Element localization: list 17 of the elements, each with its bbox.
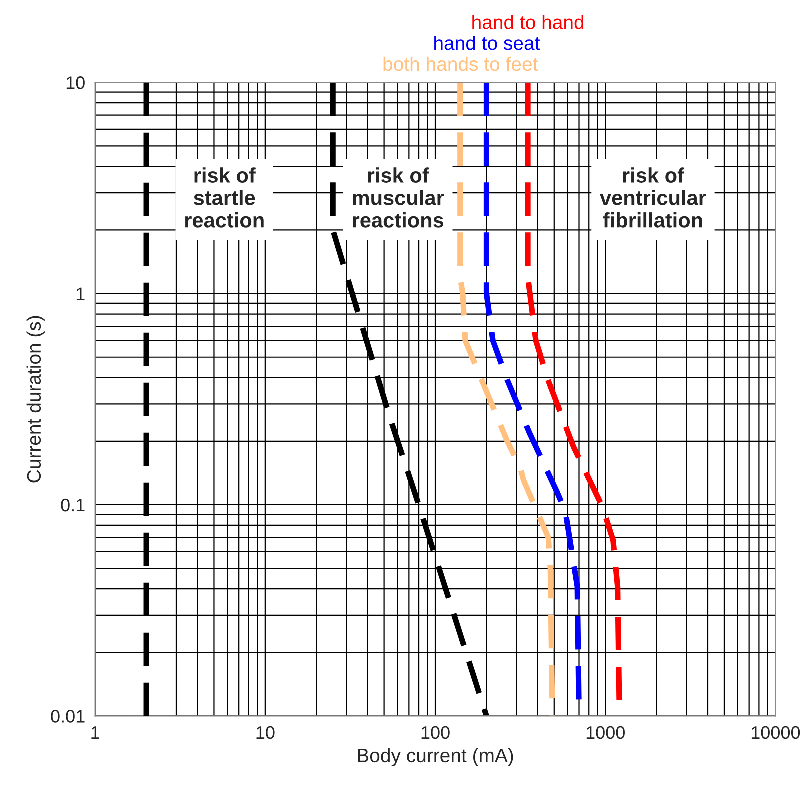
series-label: both hands to feet [384,56,538,72]
y-tick-label: 0.01 [51,710,85,723]
annotation: risk of muscular reactions [353,168,444,228]
x-tick-label: 1000 [586,726,625,740]
x-tick-label: 100 [422,726,450,740]
y-axis-title: Current duration (s) [26,316,45,483]
y-tick-label: 1 [76,288,85,300]
text: hand to hand [472,15,584,30]
x-tick-label: 10000 [752,726,800,740]
x-tick-label: 1 [92,726,100,739]
y-tick-label: 10 [66,76,85,90]
annotation: risk of startle reaction [185,168,264,228]
annotation: risk of ventricular fibrillation [600,168,706,228]
x-axis-title: Body current (mA) [358,748,514,766]
x-tick-label: 10 [256,726,275,740]
y-tick-label: 0.1 [61,498,85,512]
text: hand to seat [434,36,540,50]
